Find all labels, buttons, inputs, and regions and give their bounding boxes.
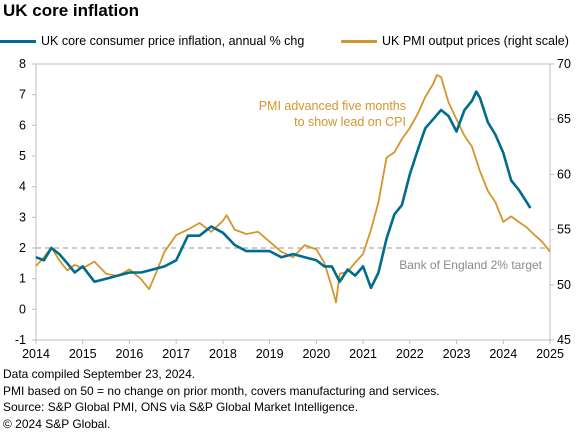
series-line-cpi <box>35 90 532 290</box>
y-left-tick-label: -1 <box>15 333 26 347</box>
y-left-tick-label: 0 <box>19 302 26 316</box>
x-tick-label: 2019 <box>256 347 284 361</box>
x-tick-label: 2017 <box>162 347 190 361</box>
annotation-pmi-lead-line1: PMI advanced five months <box>259 99 406 113</box>
footer-compiled: Data compiled September 23, 2024. <box>3 367 196 381</box>
y-right-tick-label: 70 <box>557 57 571 71</box>
legend-swatch-pmi <box>341 39 377 43</box>
x-tick-label: 2020 <box>302 347 330 361</box>
y-left-tick-label: 1 <box>19 272 26 286</box>
y-left-tick-label: 5 <box>19 149 26 163</box>
y-left-tick-label: 8 <box>19 57 26 71</box>
y-right-tick-label: 65 <box>557 112 571 126</box>
target-reference-label: Bank of England 2% target <box>399 258 542 272</box>
plot-frame <box>35 63 551 341</box>
x-tick-label: 2016 <box>116 347 144 361</box>
x-tick-label: 2023 <box>443 347 471 361</box>
x-tick-label: 2015 <box>69 347 97 361</box>
legend-item-pmi: UK PMI output prices (right scale) <box>341 34 569 48</box>
legend-swatch-cpi <box>0 39 36 43</box>
y-left-tick-label: 2 <box>19 241 26 255</box>
y-right-tick-label: 55 <box>557 223 571 237</box>
x-tick-label: 2018 <box>209 347 237 361</box>
x-tick-label: 2025 <box>536 347 564 361</box>
y-left-tick-label: 7 <box>19 88 26 102</box>
footer-source: Source: S&P Global PMI, ONS via S&P Glob… <box>3 400 359 414</box>
legend: UK core consumer price inflation, annual… <box>0 34 584 52</box>
series-line-pmi <box>35 74 551 304</box>
chart-title: UK core inflation <box>3 1 140 20</box>
y-left-tick-label: 4 <box>19 180 26 194</box>
y-right-tick-label: 45 <box>557 333 571 347</box>
footer-copyright: © 2024 S&P Global. <box>3 416 111 431</box>
x-tick-label: 2014 <box>22 347 50 361</box>
y-left-tick-label: 6 <box>19 118 26 132</box>
x-tick-label: 2021 <box>349 347 377 361</box>
annotation-pmi-lead-line2: to show lead on CPI <box>294 115 406 129</box>
y-left-tick-label: 3 <box>19 210 26 224</box>
legend-label-cpi: UK core consumer price inflation, annual… <box>41 34 305 48</box>
footer-pmi-note: PMI based on 50 = no change on prior mon… <box>3 383 440 398</box>
y-right-tick-label: 60 <box>557 167 571 181</box>
x-tick-label: 2022 <box>396 347 424 361</box>
chart-footer: Data compiled September 23, 2024. PMI ba… <box>3 366 440 432</box>
x-tick-label: 2024 <box>489 347 517 361</box>
legend-label-pmi: UK PMI output prices (right scale) <box>382 34 569 48</box>
y-right-tick-label: 50 <box>557 278 571 292</box>
legend-item-cpi: UK core consumer price inflation, annual… <box>0 34 304 48</box>
